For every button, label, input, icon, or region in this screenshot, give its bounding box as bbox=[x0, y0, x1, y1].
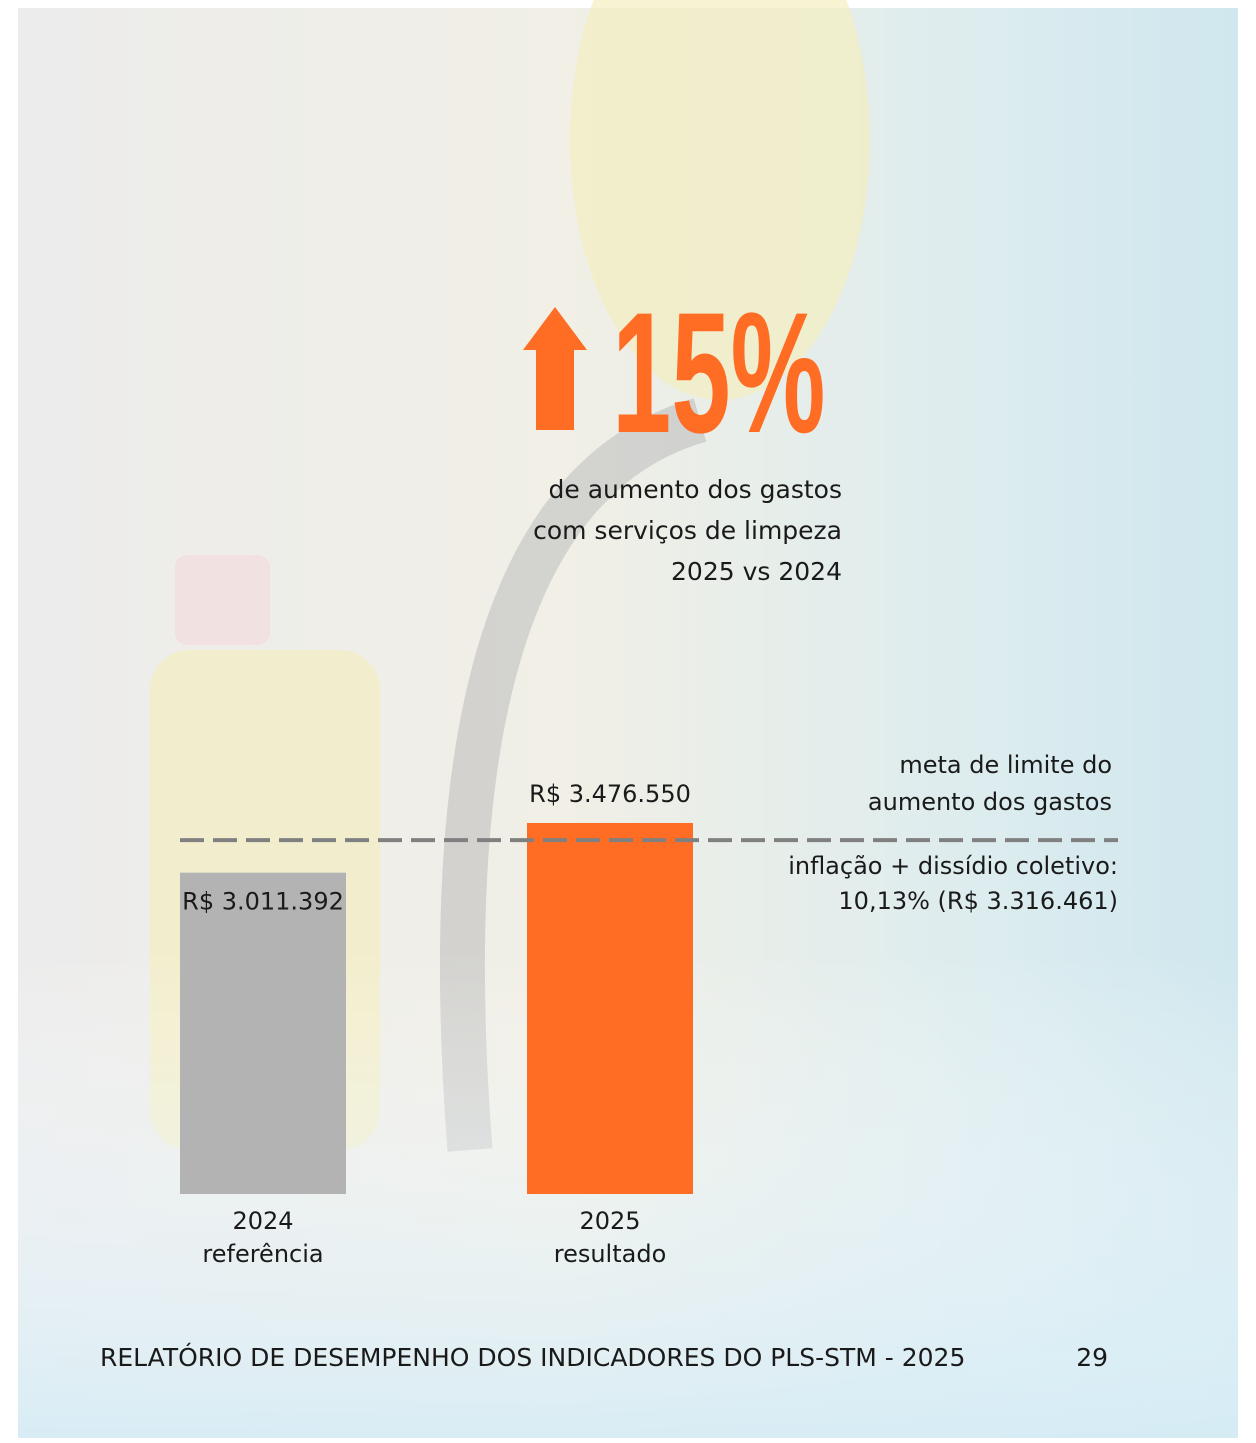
headline: 15% bbox=[612, 277, 825, 469]
x-tick-label: 2025 bbox=[579, 1207, 640, 1235]
subtitle-line: com serviços de limpeza bbox=[533, 516, 842, 545]
footer-title: RELATÓRIO DE DESEMPENHO DOS INDICADORES … bbox=[100, 1342, 965, 1372]
up-arrow bbox=[523, 307, 587, 430]
value-label: R$ 3.476.550 bbox=[529, 780, 691, 808]
x-tick-note: referência bbox=[202, 1240, 323, 1268]
bar bbox=[527, 823, 693, 1194]
reference-description: 10,13% (R$ 3.316.461) bbox=[838, 887, 1118, 915]
value-label: R$ 3.011.392 bbox=[182, 888, 344, 916]
page-number: 29 bbox=[1076, 1343, 1108, 1372]
reference-description: inflação + dissídio coletivo: bbox=[788, 852, 1118, 880]
reference-label: aumento dos gastos bbox=[868, 788, 1112, 816]
x-tick-label: 2024 bbox=[232, 1207, 293, 1235]
x-tick-note: resultado bbox=[554, 1240, 667, 1268]
background-shape bbox=[175, 555, 270, 645]
reference-label: meta de limite do bbox=[899, 751, 1112, 779]
subtitle-line: de aumento dos gastos bbox=[549, 475, 842, 504]
subtitle-line: 2025 vs 2024 bbox=[671, 557, 842, 586]
bar bbox=[180, 872, 346, 1194]
background-shape bbox=[570, 0, 870, 400]
headline-group: 15% bbox=[612, 277, 825, 469]
